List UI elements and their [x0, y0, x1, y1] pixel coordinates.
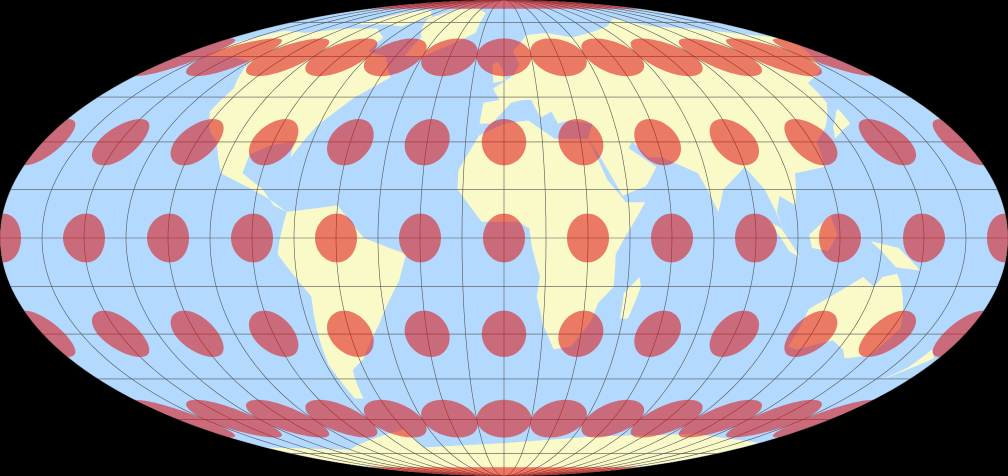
tissot-indicatrix [634, 119, 681, 166]
tissot-indicatrix [772, 399, 874, 438]
tissot-indicatrix [558, 310, 604, 357]
tissot-indicatrix [772, 38, 874, 77]
tissot-indicatrix [170, 119, 224, 166]
tissot-indicatrix [558, 119, 604, 166]
tissot-indicatrix [932, 310, 984, 357]
tissot-indicatrix [246, 38, 330, 77]
tissot-indicatrix [92, 119, 150, 166]
tissot-indicatrix [421, 38, 478, 77]
tissot-indicatrix [24, 310, 76, 357]
tissot-indicatrix [92, 310, 150, 357]
tissot-indicatrix [249, 310, 299, 357]
tissot-indicatrix [327, 119, 374, 166]
tissot-indicatrix [186, 399, 282, 438]
landmass-africa [457, 120, 646, 350]
tissot-indicatrix [932, 119, 984, 166]
landmass-madagascar [619, 277, 641, 319]
landmass-japan [833, 108, 851, 139]
tissot-indicatrix [903, 213, 945, 263]
tissot-indicatrix [305, 38, 378, 77]
tissot-indicatrix [709, 119, 759, 166]
landmass-new-guinea [870, 241, 921, 271]
tissot-indicatrix [404, 310, 450, 357]
tissot-indicatrix [0, 213, 21, 263]
tissot-indicatrix [483, 213, 525, 263]
tissot-indicatrix [134, 399, 236, 438]
tissot-indicatrix [567, 213, 609, 263]
tissot-indicatrix [630, 38, 703, 77]
tissot-indicatrix [581, 38, 645, 77]
tissot-indicatrix [246, 399, 330, 438]
tissot-indicatrix [784, 310, 838, 357]
tissot-indicatrix [581, 399, 645, 438]
landmass-new-zealand [876, 349, 934, 382]
tissot-indicatrix [630, 399, 703, 438]
tissot-indicatrix [634, 310, 681, 357]
tissot-indicatrix [476, 399, 532, 438]
tissot-indicatrix [858, 310, 916, 357]
tissot-indicatrix [678, 399, 762, 438]
tissot-indicatrix [170, 310, 224, 357]
tissot-indicatrix [819, 213, 861, 263]
tissot-indicatrix [481, 119, 527, 166]
landmass-sumatra [769, 221, 800, 258]
tissot-indicatrix [63, 213, 105, 263]
tissot-indicatrix [726, 38, 822, 77]
tissot-indicatrix [186, 38, 282, 77]
tissot-indicatrix [678, 38, 762, 77]
tissot-indicatrix [530, 399, 587, 438]
tissot-indicatrix [858, 119, 916, 166]
tissot-indicatrix [134, 38, 236, 77]
tissot-indicatrix [784, 119, 838, 166]
tissot-indicatrix [24, 119, 76, 166]
tissot-indicatrix [709, 310, 759, 357]
tissot-indicatrix [399, 213, 441, 263]
tissot-indicatrix [476, 38, 532, 77]
tissot-indicatrix [421, 399, 478, 438]
tissot-indicatrix [481, 310, 527, 357]
tissot-indicatrix [147, 213, 189, 263]
tissot-indicatrix [249, 119, 299, 166]
tissot-indicatrix [735, 213, 777, 263]
tissot-indicatrix [305, 399, 378, 438]
tissot-indicatrix [651, 213, 693, 263]
tissot-indicatrix [363, 399, 427, 438]
tissot-indicatrix [987, 213, 1008, 263]
tissot-indicatrix [231, 213, 273, 263]
tissot-indicatrix [404, 119, 450, 166]
tissot-indicatrix [726, 399, 822, 438]
tissot-indicatrix [315, 213, 357, 263]
tissot-indicatrix [363, 38, 427, 77]
tissot-indicatrix [530, 38, 587, 77]
tissot-indicatrix [327, 310, 374, 357]
